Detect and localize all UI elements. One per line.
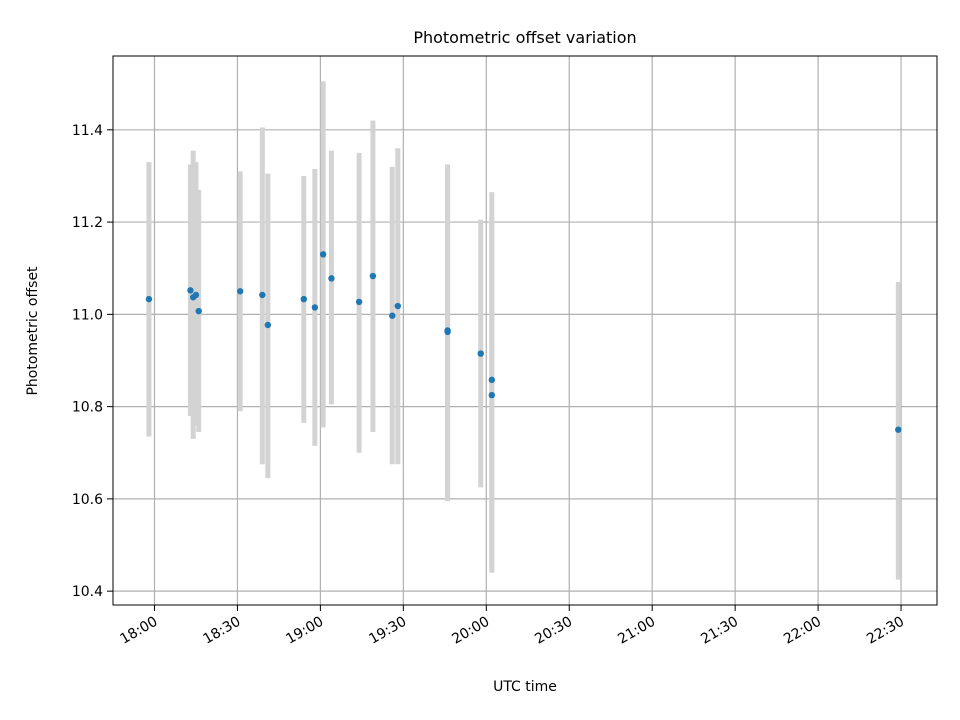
x-tick-label: 19:30 <box>366 614 409 648</box>
x-tick-label: 18:00 <box>118 614 161 648</box>
y-tick-label: 10.4 <box>72 584 103 600</box>
x-tick-label: 21:30 <box>698 614 741 648</box>
data-point <box>369 272 377 280</box>
data-point <box>300 295 307 303</box>
y-tick-label: 11.4 <box>72 123 103 139</box>
x-tick-label: 21:00 <box>615 614 658 648</box>
data-point <box>488 376 496 384</box>
error-bars <box>146 81 901 580</box>
data-point <box>311 304 319 311</box>
data-point <box>389 312 396 319</box>
grid <box>113 56 937 605</box>
x-tick-label: 22:30 <box>864 614 907 648</box>
data-point <box>145 295 153 303</box>
data-point <box>264 321 272 329</box>
data-point <box>895 426 902 433</box>
data-point <box>477 350 484 357</box>
data-point <box>355 298 363 306</box>
x-tick-label: 20:30 <box>532 614 575 648</box>
data-point <box>488 391 496 399</box>
data-point <box>187 287 194 294</box>
data-point <box>394 302 402 310</box>
chart-title: Photometric offset variation <box>413 28 636 47</box>
y-axis-ticks: 10.4 10.6 10.8 11.0 11.2 11.4 <box>72 123 113 600</box>
data-point <box>444 327 451 334</box>
plot-frame <box>112 55 938 606</box>
x-axis-ticks: 18:00 18:30 19:00 19:30 20:00 20:30 21:00 21:30… <box>118 605 907 648</box>
data-point <box>328 275 335 282</box>
y-tick-label: 10.8 <box>72 400 103 416</box>
x-axis-label: UTC time <box>493 679 557 695</box>
data-point <box>259 291 266 299</box>
x-tick-label: 19:00 <box>283 614 326 648</box>
data-point <box>236 288 244 295</box>
x-tick-label: 22:00 <box>781 614 824 648</box>
data-point <box>192 291 200 299</box>
y-tick-label: 11.2 <box>72 215 103 231</box>
x-tick-label: 20:00 <box>449 614 492 648</box>
data-point <box>195 307 202 315</box>
data-point <box>319 251 327 258</box>
x-tick-label: 18:30 <box>200 614 243 648</box>
data-points <box>145 251 902 433</box>
y-tick-label: 11.0 <box>72 307 103 323</box>
y-tick-label: 10.6 <box>72 492 103 508</box>
y-axis-label: Photometric offset <box>25 266 41 396</box>
